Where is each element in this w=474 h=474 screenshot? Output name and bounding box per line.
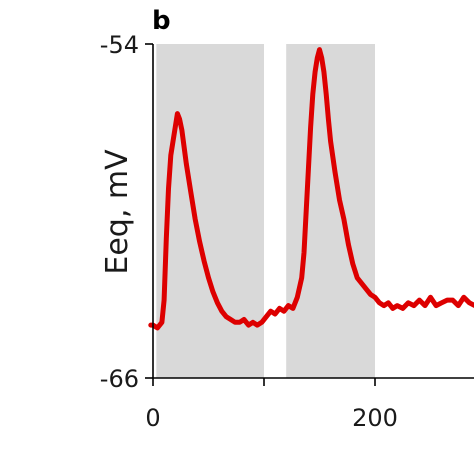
y-tick-label--66: -66: [100, 365, 139, 393]
axes: [152, 44, 474, 379]
y-axis-label: Eeq, mV: [100, 149, 135, 275]
shaded-regions: [156, 44, 375, 378]
series-line-1: [148, 47, 474, 331]
x-tick-label-200: 200: [352, 404, 398, 432]
ticks: 0 200 -54 -66: [100, 31, 398, 432]
y-tick-label--54: -54: [100, 31, 139, 59]
shaded-region-2: [286, 44, 375, 378]
series-lines: [148, 47, 474, 331]
shaded-region-1: [156, 44, 264, 378]
panel-label: b: [152, 6, 171, 36]
x-tick-label-0: 0: [145, 404, 160, 432]
